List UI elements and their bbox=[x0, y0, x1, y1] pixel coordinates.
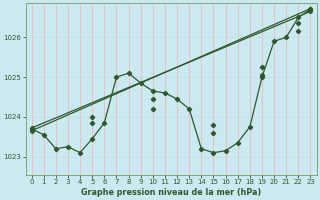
X-axis label: Graphe pression niveau de la mer (hPa): Graphe pression niveau de la mer (hPa) bbox=[81, 188, 261, 197]
